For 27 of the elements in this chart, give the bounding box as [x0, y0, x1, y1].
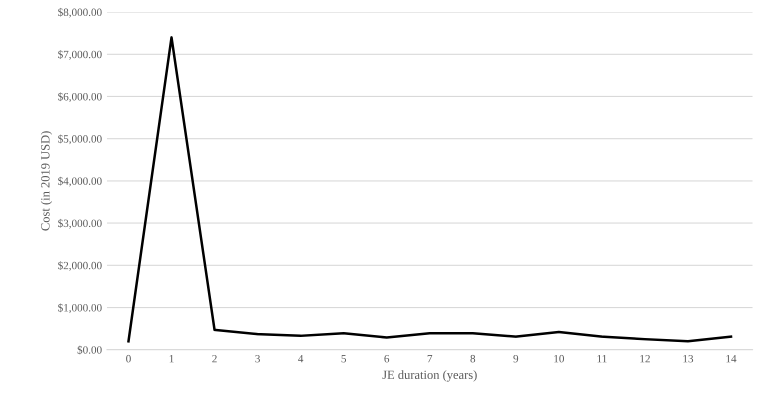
- x-tick-label: 13: [683, 354, 694, 362]
- x-tick-label: 14: [726, 354, 736, 362]
- x-axis-title: JE duration (years): [382, 370, 477, 382]
- y-tick-label: $0.00: [78, 346, 102, 354]
- y-tick-label: $4,000.00: [58, 176, 102, 186]
- y-tick-label: $5,000.00: [58, 134, 102, 144]
- x-tick-label: 3: [255, 354, 260, 362]
- y-tick-label: $3,000.00: [58, 218, 102, 229]
- x-tick-label: 9: [513, 354, 518, 362]
- x-tick-label: 12: [640, 354, 650, 362]
- x-tick-label: 2: [212, 354, 217, 362]
- x-tick-label: 11: [598, 354, 607, 362]
- y-tick-label: $7,000.00: [58, 50, 102, 60]
- x-tick-label: 1: [170, 354, 174, 362]
- x-tick-label: 6: [384, 354, 390, 362]
- x-tick-label: 5: [342, 355, 346, 362]
- x-tick-label: 0: [126, 354, 131, 362]
- y-tick-label: $1,000.00: [58, 303, 102, 314]
- y-tick-label: $2,000.00: [58, 261, 102, 271]
- line-series: [127, 36, 732, 343]
- x-tick-label: 4: [298, 354, 304, 362]
- x-tick-label: 7: [428, 355, 432, 362]
- y-tick-label: $8,000.00: [58, 8, 102, 18]
- x-tick-label: 8: [470, 354, 476, 362]
- x-tick-label: 10: [554, 354, 564, 362]
- y-axis-title: Cost (in 2019 USD): [40, 131, 52, 231]
- y-tick-label: $6,000.00: [58, 92, 102, 102]
